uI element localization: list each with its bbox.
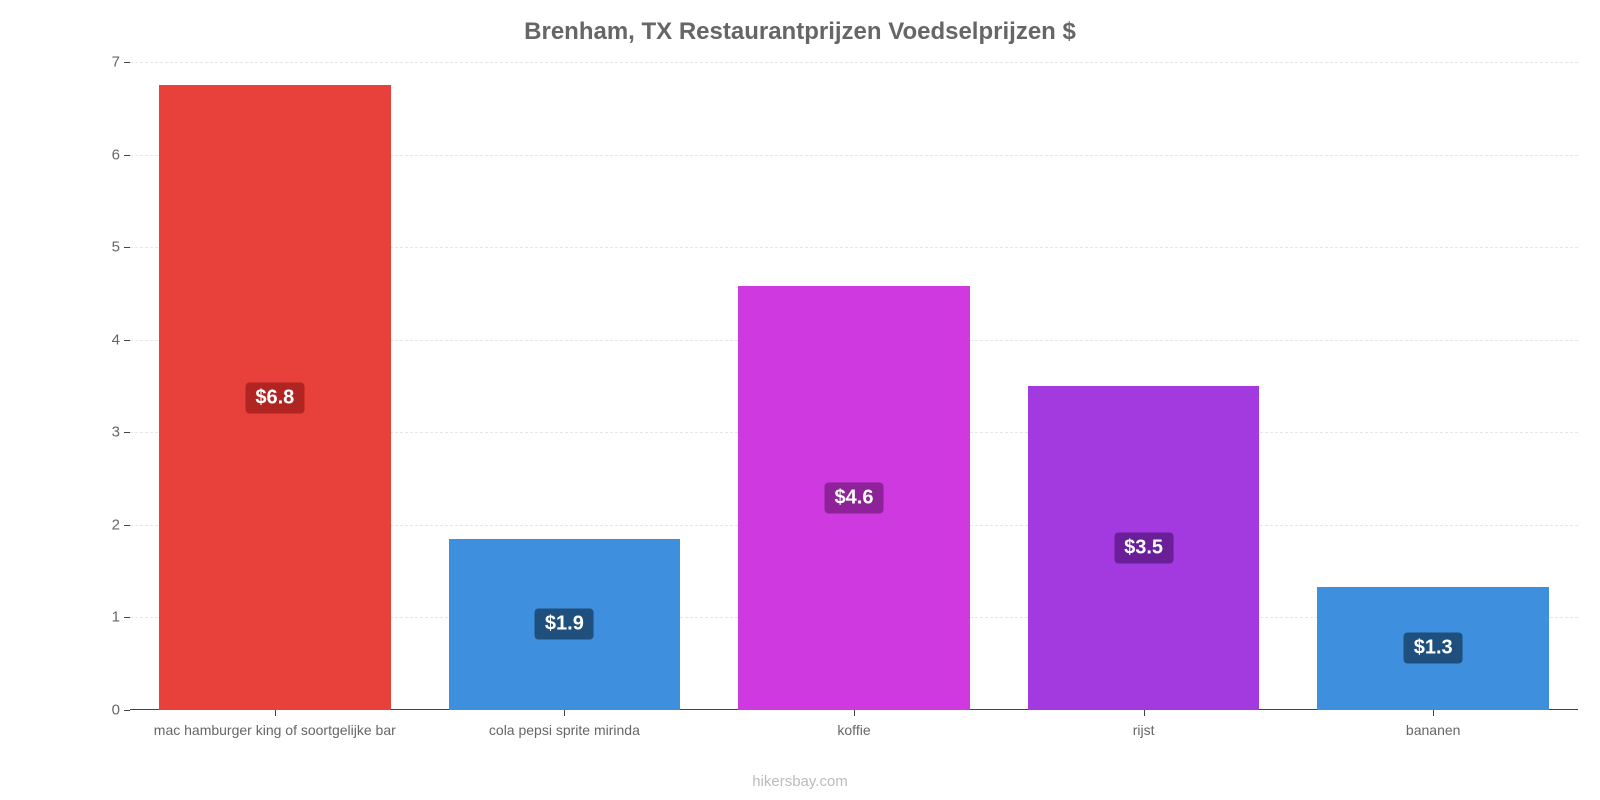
y-tick-label: 7 [112, 54, 130, 71]
x-tick-label: koffie [837, 710, 870, 738]
bar-value-label: $3.5 [1114, 533, 1173, 564]
bar-value-label: $1.3 [1404, 633, 1463, 664]
plot-area: 01234567$6.8mac hamburger king of soortg… [130, 62, 1578, 710]
y-tick-label: 6 [112, 146, 130, 163]
grid-line [130, 62, 1578, 63]
y-tick-label: 5 [112, 239, 130, 256]
x-tick-label: cola pepsi sprite mirinda [489, 710, 640, 738]
x-tick-label: bananen [1406, 710, 1461, 738]
y-tick-label: 3 [112, 424, 130, 441]
y-tick-label: 2 [112, 516, 130, 533]
bar-value-label: $4.6 [825, 483, 884, 514]
x-tick-label: mac hamburger king of soortgelijke bar [154, 710, 396, 738]
bar-value-label: $6.8 [245, 382, 304, 413]
x-tick-label: rijst [1133, 710, 1155, 738]
y-tick-label: 4 [112, 331, 130, 348]
y-tick-label: 0 [112, 702, 130, 719]
attribution-text: hikersbay.com [0, 773, 1600, 790]
bar-value-label: $1.9 [535, 609, 594, 640]
y-tick-label: 1 [112, 609, 130, 626]
chart-title: Brenham, TX Restaurantprijzen Voedselpri… [0, 18, 1600, 46]
